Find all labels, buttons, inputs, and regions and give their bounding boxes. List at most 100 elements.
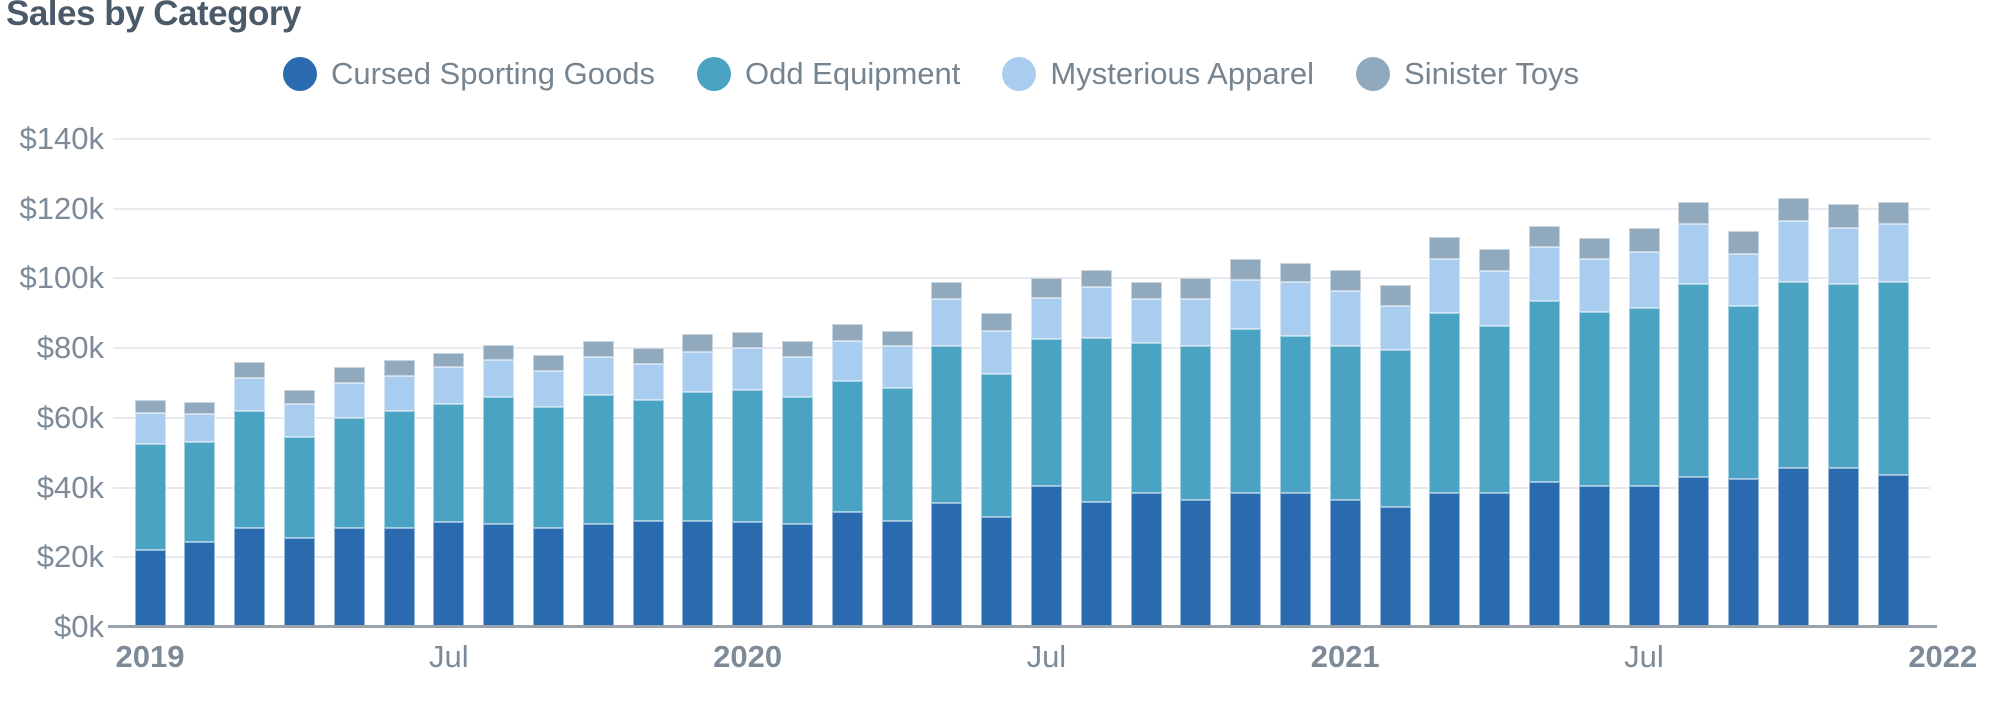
bar-segment-odd-equipment[interactable] <box>184 442 216 542</box>
bar-feb-2019[interactable] <box>184 402 216 627</box>
bar-segment-mysterious-apparel[interactable] <box>732 348 764 390</box>
bar-segment-mysterious-apparel[interactable] <box>1130 299 1162 343</box>
bar-segment-cursed-sporting-goods[interactable] <box>1279 492 1311 627</box>
bar-segment-sinister-toys[interactable] <box>931 281 963 300</box>
legend-item-2[interactable]: Odd Equipment <box>696 56 960 92</box>
bar-segment-odd-equipment[interactable] <box>1030 339 1062 486</box>
bar-segment-mysterious-apparel[interactable] <box>981 330 1013 375</box>
bar-segment-cursed-sporting-goods[interactable] <box>1230 492 1262 627</box>
bar-segment-sinister-toys[interactable] <box>1030 278 1062 298</box>
bar-oct-2019[interactable] <box>582 341 614 627</box>
bar-segment-odd-equipment[interactable] <box>682 391 714 521</box>
bar-segment-cursed-sporting-goods[interactable] <box>532 527 564 627</box>
bar-segment-cursed-sporting-goods[interactable] <box>831 511 863 627</box>
bar-segment-mysterious-apparel[interactable] <box>134 412 166 445</box>
legend-item-1[interactable]: Cursed Sporting Goods <box>283 56 655 92</box>
bar-segment-cursed-sporting-goods[interactable] <box>781 524 813 627</box>
bar-nov-2020[interactable] <box>1230 259 1262 627</box>
bar-segment-odd-equipment[interactable] <box>1628 308 1660 486</box>
bar-segment-mysterious-apparel[interactable] <box>1628 252 1660 309</box>
bar-jul-2021[interactable] <box>1628 227 1660 627</box>
bar-segment-mysterious-apparel[interactable] <box>1827 227 1859 284</box>
bar-segment-cursed-sporting-goods[interactable] <box>383 527 415 627</box>
bar-segment-mysterious-apparel[interactable] <box>1379 306 1411 350</box>
bar-segment-sinister-toys[interactable] <box>1130 281 1162 300</box>
bar-segment-sinister-toys[interactable] <box>1379 285 1411 307</box>
bar-segment-sinister-toys[interactable] <box>532 355 564 371</box>
bar-segment-sinister-toys[interactable] <box>881 330 913 347</box>
bar-aug-2020[interactable] <box>1080 269 1112 627</box>
bar-segment-mysterious-apparel[interactable] <box>1230 280 1262 329</box>
bar-segment-mysterious-apparel[interactable] <box>184 414 216 443</box>
bar-jun-2021[interactable] <box>1578 238 1610 627</box>
bar-jul-2020[interactable] <box>1030 278 1062 627</box>
bar-segment-sinister-toys[interactable] <box>1578 238 1610 260</box>
bar-segment-cursed-sporting-goods[interactable] <box>1628 485 1660 627</box>
bar-segment-cursed-sporting-goods[interactable] <box>184 541 216 627</box>
bar-segment-sinister-toys[interactable] <box>1628 227 1660 253</box>
bar-segment-cursed-sporting-goods[interactable] <box>1479 492 1511 627</box>
bar-jun-2019[interactable] <box>383 360 415 627</box>
bar-segment-odd-equipment[interactable] <box>1728 306 1760 479</box>
bar-segment-cursed-sporting-goods[interactable] <box>333 527 365 627</box>
bar-segment-cursed-sporting-goods[interactable] <box>1777 468 1809 627</box>
bar-jun-2020[interactable] <box>981 313 1013 627</box>
bar-segment-cursed-sporting-goods[interactable] <box>1429 492 1461 627</box>
bar-segment-cursed-sporting-goods[interactable] <box>483 524 515 627</box>
bar-feb-2021[interactable] <box>1379 285 1411 627</box>
bar-segment-mysterious-apparel[interactable] <box>1777 220 1809 282</box>
bar-segment-sinister-toys[interactable] <box>632 348 664 364</box>
bar-segment-odd-equipment[interactable] <box>1678 283 1710 478</box>
bar-dec-2021[interactable] <box>1877 201 1909 627</box>
bar-segment-cursed-sporting-goods[interactable] <box>1329 499 1361 627</box>
bar-segment-mysterious-apparel[interactable] <box>632 363 664 401</box>
bar-segment-cursed-sporting-goods[interactable] <box>1578 485 1610 627</box>
bar-segment-cursed-sporting-goods[interactable] <box>1130 492 1162 627</box>
bar-segment-mysterious-apparel[interactable] <box>532 370 564 408</box>
bar-segment-odd-equipment[interactable] <box>234 410 266 528</box>
bar-segment-sinister-toys[interactable] <box>483 344 515 361</box>
bar-segment-sinister-toys[interactable] <box>1230 259 1262 281</box>
bar-jan-2019[interactable] <box>134 400 166 627</box>
bar-segment-odd-equipment[interactable] <box>1279 335 1311 493</box>
bar-apr-2019[interactable] <box>283 390 315 627</box>
bar-segment-mysterious-apparel[interactable] <box>682 351 714 392</box>
bar-segment-mysterious-apparel[interactable] <box>931 299 963 347</box>
legend-item-3[interactable]: Mysterious Apparel <box>1002 56 1314 92</box>
bar-nov-2021[interactable] <box>1827 203 1859 627</box>
bar-segment-sinister-toys[interactable] <box>1777 198 1809 221</box>
bar-segment-cursed-sporting-goods[interactable] <box>1678 477 1710 627</box>
bar-segment-mysterious-apparel[interactable] <box>1329 290 1361 347</box>
bar-segment-sinister-toys[interactable] <box>134 400 166 413</box>
bar-aug-2021[interactable] <box>1678 201 1710 627</box>
bar-segment-odd-equipment[interactable] <box>433 403 465 523</box>
bar-segment-cursed-sporting-goods[interactable] <box>1827 468 1859 627</box>
bar-segment-cursed-sporting-goods[interactable] <box>433 522 465 627</box>
bar-segment-cursed-sporting-goods[interactable] <box>931 503 963 627</box>
bar-dec-2019[interactable] <box>682 334 714 627</box>
bar-segment-sinister-toys[interactable] <box>234 362 266 378</box>
bar-segment-mysterious-apparel[interactable] <box>831 341 863 382</box>
bar-segment-sinister-toys[interactable] <box>831 323 863 342</box>
bar-segment-mysterious-apparel[interactable] <box>433 367 465 404</box>
bar-segment-sinister-toys[interactable] <box>433 353 465 368</box>
bar-segment-odd-equipment[interactable] <box>134 444 166 551</box>
bar-segment-cursed-sporting-goods[interactable] <box>1379 506 1411 627</box>
bar-segment-odd-equipment[interactable] <box>1130 342 1162 493</box>
legend-item-4[interactable]: Sinister Toys <box>1356 56 1579 92</box>
bar-segment-sinister-toys[interactable] <box>1827 203 1859 228</box>
bar-segment-mysterious-apparel[interactable] <box>283 403 315 438</box>
bar-jan-2021[interactable] <box>1329 269 1361 627</box>
bar-jan-2020[interactable] <box>732 332 764 627</box>
bar-segment-mysterious-apparel[interactable] <box>1429 259 1461 314</box>
bar-segment-odd-equipment[interactable] <box>1080 337 1112 502</box>
bar-segment-sinister-toys[interactable] <box>1877 201 1909 225</box>
bar-segment-sinister-toys[interactable] <box>1728 231 1760 255</box>
bar-segment-mysterious-apparel[interactable] <box>781 356 813 397</box>
bar-feb-2020[interactable] <box>781 341 813 627</box>
bar-segment-odd-equipment[interactable] <box>1429 313 1461 493</box>
bar-segment-mysterious-apparel[interactable] <box>881 346 913 389</box>
bar-segment-cursed-sporting-goods[interactable] <box>1180 499 1212 627</box>
bar-oct-2021[interactable] <box>1777 198 1809 627</box>
bar-apr-2020[interactable] <box>881 330 913 627</box>
